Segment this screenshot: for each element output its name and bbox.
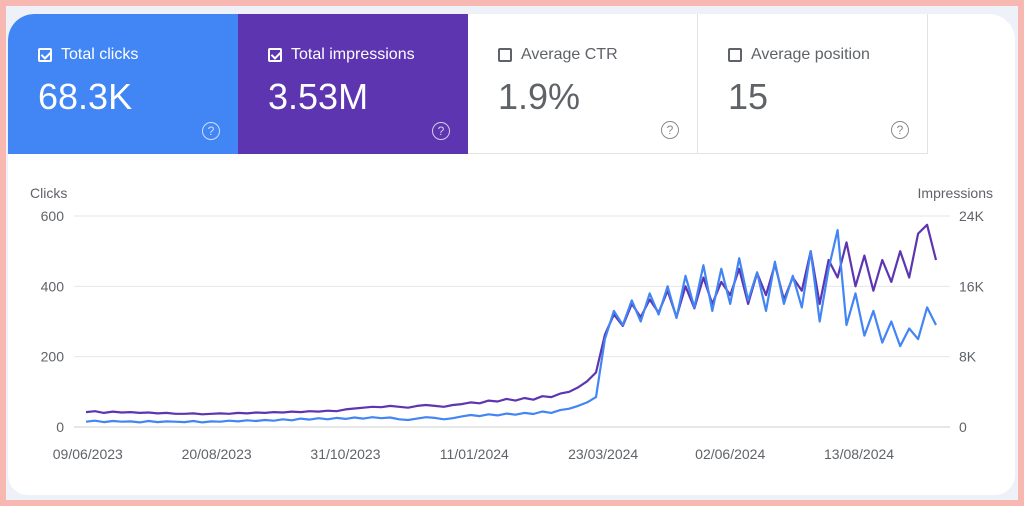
tile-label: Average position [751, 46, 870, 63]
x-tick-label: 13/08/2024 [824, 446, 894, 462]
series-line-clicks [85, 229, 937, 424]
y-tick-right: 24K [959, 208, 985, 224]
y-tick-left: 400 [41, 278, 65, 294]
y-tick-right: 8K [959, 349, 977, 365]
tile-label: Average CTR [521, 46, 618, 63]
checkbox-checked-icon[interactable] [38, 48, 52, 62]
help-icon[interactable]: ? [202, 122, 220, 140]
y-axis-left-label: Clicks [30, 185, 67, 201]
series-line-impressions [85, 223, 938, 416]
checkbox-checked-icon[interactable] [268, 48, 282, 62]
y-tick-left: 200 [41, 349, 65, 365]
y-axis-right-label: Impressions [918, 185, 993, 201]
tile-value: 1.9% [498, 76, 581, 117]
performance-card: Total clicks 68.3K ? Total impressions 3… [8, 14, 1015, 495]
x-tick-label: 23/03/2024 [568, 446, 638, 462]
metric-tile-average-ctr[interactable]: Average CTR 1.9% ? [468, 14, 698, 154]
tile-value: 68.3K [38, 76, 133, 117]
help-icon[interactable]: ? [891, 121, 909, 139]
tile-label: Total clicks [61, 46, 139, 63]
x-tick-label: 20/08/2023 [182, 446, 252, 462]
y-tick-left: 600 [41, 208, 65, 224]
x-tick-label: 11/01/2024 [440, 446, 509, 462]
y-tick-right: 16K [959, 278, 985, 294]
y-tick-right: 0 [959, 419, 967, 435]
checkbox-unchecked-icon[interactable] [498, 48, 512, 62]
tile-label: Total impressions [291, 46, 415, 63]
tile-value: 3.53M [268, 76, 369, 117]
metric-tile-average-position[interactable]: Average position 15 ? [698, 14, 928, 154]
checkbox-unchecked-icon[interactable] [728, 48, 742, 62]
tile-value: 15 [728, 76, 769, 117]
x-tick-label: 02/06/2024 [695, 446, 765, 462]
help-icon[interactable]: ? [661, 121, 679, 139]
y-tick-left: 0 [56, 419, 64, 435]
help-icon[interactable]: ? [432, 122, 450, 140]
metric-tile-total-impressions[interactable]: Total impressions 3.53M ? [238, 14, 468, 154]
metric-tile-total-clicks[interactable]: Total clicks 68.3K ? [8, 14, 238, 154]
x-tick-label: 31/10/2023 [310, 446, 380, 462]
x-tick-label: 09/06/2023 [53, 446, 123, 462]
